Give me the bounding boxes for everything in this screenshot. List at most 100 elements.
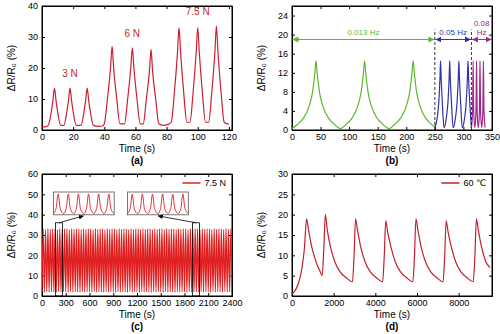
tick <box>375 174 376 177</box>
tick <box>463 6 464 9</box>
tick-mark <box>161 293 162 296</box>
region-label-line: Hz <box>477 28 487 37</box>
tick-label: 0 <box>290 298 295 308</box>
tick: 40 <box>28 210 45 220</box>
axis-line <box>43 293 233 297</box>
axis-line <box>293 175 493 178</box>
tick <box>489 73 492 74</box>
tick: 24 <box>278 11 295 21</box>
tick <box>167 6 168 9</box>
tick <box>90 174 91 177</box>
tick-label: 200 <box>399 132 414 142</box>
tick: 100 <box>191 127 206 142</box>
legend-label: 60 ℃ <box>463 178 486 188</box>
tick-label: 15 <box>278 230 288 240</box>
tick <box>489 276 492 277</box>
tick: 120 <box>222 127 237 142</box>
panel-title: (c) <box>131 321 143 332</box>
tick <box>489 235 492 236</box>
tick-label: 60 <box>28 169 38 179</box>
tick-mark <box>459 174 460 177</box>
tick-label: 4000 <box>366 298 386 308</box>
tick: 25 <box>278 190 295 200</box>
tick-mark <box>489 92 492 93</box>
tick-mark <box>66 293 67 296</box>
tick <box>489 215 492 216</box>
tick-mark <box>489 174 492 175</box>
tick: 100 <box>342 127 357 142</box>
yticks-axis-right <box>489 7 493 131</box>
tick-label: 5 <box>283 271 288 281</box>
inset-plot <box>53 194 114 214</box>
tick: 1500 <box>151 293 171 308</box>
tick-mark <box>292 35 295 36</box>
tick: 300 <box>59 293 74 308</box>
tick-mark <box>489 16 492 17</box>
tick: 1800 <box>175 293 195 308</box>
plot-frame <box>292 174 492 296</box>
tick-mark <box>292 276 295 277</box>
tick-mark <box>42 6 45 7</box>
x-axis-title: Time (s) <box>374 309 410 320</box>
tick <box>185 174 186 177</box>
tick <box>489 16 492 17</box>
tick: 1200 <box>127 293 147 308</box>
tick-mark <box>292 92 295 93</box>
tick-mark <box>229 215 232 216</box>
tick-label: 1500 <box>151 298 171 308</box>
x-axis-title: Time (s) <box>374 143 410 154</box>
tick-label: 0 <box>40 132 45 142</box>
tick-label: 10 <box>28 94 38 104</box>
yticks-axis-right <box>229 7 233 131</box>
zoom-box <box>192 223 199 296</box>
tick-mark <box>349 6 350 9</box>
tick <box>229 130 232 131</box>
xticks-axis-top <box>293 174 493 177</box>
data-line <box>292 61 435 129</box>
tick-mark <box>489 255 492 256</box>
tick-mark <box>489 130 492 131</box>
tick-label: 8 <box>283 87 288 97</box>
tick: 40 <box>28 1 45 11</box>
tick <box>208 174 209 177</box>
tick-mark <box>489 276 492 277</box>
tick <box>406 6 407 9</box>
tick-label: 300 <box>456 132 471 142</box>
tick <box>73 6 74 9</box>
tick: 150 <box>371 127 386 142</box>
tick-mark <box>185 174 186 177</box>
plot-frame <box>42 6 232 130</box>
tick-mark <box>321 6 322 9</box>
tick <box>417 174 418 177</box>
tick: 300 <box>456 127 471 142</box>
tick-mark <box>334 293 335 296</box>
region-label: 0.08Hz <box>474 19 490 37</box>
region-label: 0.013 Hz <box>347 28 379 37</box>
yticks-axis-right <box>489 175 493 297</box>
tick-label: 250 <box>428 132 443 142</box>
tick-mark <box>489 73 492 74</box>
tick: 80 <box>162 127 172 142</box>
tick-mark <box>417 174 418 177</box>
plot-area <box>42 228 232 292</box>
data-line <box>42 26 229 127</box>
tick-label: 1200 <box>127 298 147 308</box>
tick <box>229 37 232 38</box>
tick-label: 900 <box>106 298 121 308</box>
tick-mark <box>113 293 114 296</box>
tick-label: 6000 <box>407 298 427 308</box>
inset-frame <box>53 192 114 215</box>
tick-label: 30 <box>28 230 38 240</box>
tick <box>489 111 492 112</box>
tick-label: 20 <box>278 210 288 220</box>
tick-mark <box>292 54 295 55</box>
tick-label: 40 <box>100 132 110 142</box>
tick-label: 60 <box>131 132 141 142</box>
axis-line <box>43 175 233 178</box>
tick-label: 40 <box>28 1 38 11</box>
plot-frame <box>42 174 232 296</box>
tick: 6000 <box>407 293 427 308</box>
tick-mark <box>185 293 186 296</box>
tick-mark <box>292 130 295 131</box>
tick: 20 <box>278 30 295 40</box>
